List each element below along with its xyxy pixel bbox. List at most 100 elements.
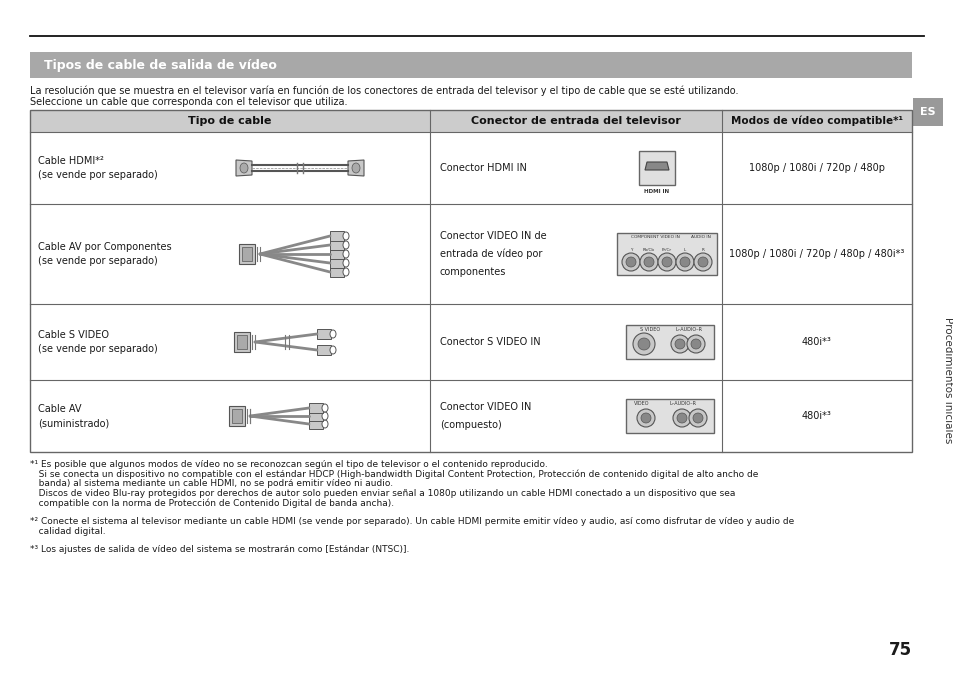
Text: Seleccione un cable que corresponda con el televisor que utiliza.: Seleccione un cable que corresponda con … xyxy=(30,97,347,107)
Bar xyxy=(239,244,254,264)
Bar xyxy=(639,151,675,185)
Text: 480i*³: 480i*³ xyxy=(801,337,831,347)
Text: L–AUDIO–R: L–AUDIO–R xyxy=(676,327,702,332)
Text: Conector VIDEO IN: Conector VIDEO IN xyxy=(439,402,531,412)
Bar xyxy=(330,249,344,259)
Text: Cable AV por Componentes: Cable AV por Componentes xyxy=(38,242,172,252)
Polygon shape xyxy=(644,162,668,170)
Circle shape xyxy=(698,257,707,267)
Text: Conector HDMI IN: Conector HDMI IN xyxy=(439,163,526,173)
Text: AUDIO IN: AUDIO IN xyxy=(690,235,710,239)
Ellipse shape xyxy=(352,163,359,173)
Text: *³ Los ajustes de salida de vídeo del sistema se mostrarán como [Estándar (NTSC): *³ Los ajustes de salida de vídeo del si… xyxy=(30,546,409,555)
Text: Conector de entrada del televisor: Conector de entrada del televisor xyxy=(471,116,680,126)
Text: Pr/Cr: Pr/Cr xyxy=(661,248,671,252)
Bar xyxy=(330,240,344,250)
Text: componentes: componentes xyxy=(439,267,506,277)
Circle shape xyxy=(676,253,693,271)
Bar xyxy=(316,329,331,339)
Text: 1080p / 1080i / 720p / 480p: 1080p / 1080i / 720p / 480p xyxy=(748,163,884,173)
Text: Si se conecta un dispositivo no compatible con el estándar HDCP (High-bandwidth : Si se conecta un dispositivo no compatib… xyxy=(30,470,758,479)
Ellipse shape xyxy=(322,420,328,428)
Text: 75: 75 xyxy=(888,641,911,659)
Bar xyxy=(30,110,911,452)
Circle shape xyxy=(693,253,711,271)
Text: Tipos de cable de salida de vídeo: Tipos de cable de salida de vídeo xyxy=(44,59,276,71)
Ellipse shape xyxy=(343,268,349,276)
Bar xyxy=(30,52,911,78)
Text: HDMI IN: HDMI IN xyxy=(644,189,669,194)
Circle shape xyxy=(679,257,689,267)
Bar xyxy=(236,335,247,349)
Text: Conector S VIDEO IN: Conector S VIDEO IN xyxy=(439,337,540,347)
Text: Conector VIDEO IN de: Conector VIDEO IN de xyxy=(439,231,546,241)
Ellipse shape xyxy=(330,330,335,338)
Bar xyxy=(316,345,331,355)
Text: Tipo de cable: Tipo de cable xyxy=(188,116,272,126)
Text: Cable S VIDEO: Cable S VIDEO xyxy=(38,330,109,340)
Circle shape xyxy=(672,409,690,427)
Circle shape xyxy=(621,253,639,271)
Text: Y: Y xyxy=(629,248,632,252)
Text: calidad digital.: calidad digital. xyxy=(30,526,106,536)
Bar xyxy=(330,258,344,268)
Ellipse shape xyxy=(343,259,349,267)
Polygon shape xyxy=(348,160,364,176)
Bar xyxy=(242,247,252,261)
Text: 480i*³: 480i*³ xyxy=(801,411,831,421)
Bar xyxy=(617,233,717,275)
Text: 1080p / 1080i / 720p / 480p / 480i*³: 1080p / 1080i / 720p / 480p / 480i*³ xyxy=(728,249,903,259)
Circle shape xyxy=(677,413,686,423)
Circle shape xyxy=(692,413,702,423)
Circle shape xyxy=(690,339,700,349)
Circle shape xyxy=(688,409,706,427)
Bar xyxy=(30,110,911,132)
Bar xyxy=(232,409,242,423)
Text: (compuesto): (compuesto) xyxy=(439,420,501,430)
Ellipse shape xyxy=(343,250,349,258)
Bar xyxy=(330,267,344,277)
Circle shape xyxy=(633,333,655,355)
Circle shape xyxy=(625,257,636,267)
Bar xyxy=(309,411,323,421)
Text: Modos de vídeo compatible*¹: Modos de vídeo compatible*¹ xyxy=(730,116,902,127)
Text: ES: ES xyxy=(920,107,935,117)
Ellipse shape xyxy=(343,241,349,249)
Text: banda) al sistema mediante un cable HDMI, no se podrá emitir vídeo ni audio.: banda) al sistema mediante un cable HDMI… xyxy=(30,479,393,488)
Circle shape xyxy=(670,335,688,353)
Text: Pb/Cb: Pb/Cb xyxy=(642,248,655,252)
Text: L–AUDIO–R: L–AUDIO–R xyxy=(669,401,697,406)
Bar xyxy=(309,419,323,429)
Ellipse shape xyxy=(322,412,328,420)
Ellipse shape xyxy=(322,404,328,412)
Polygon shape xyxy=(235,160,252,176)
Text: (se vende por separado): (se vende por separado) xyxy=(38,256,157,266)
Text: VIDEO: VIDEO xyxy=(634,401,649,406)
Ellipse shape xyxy=(240,163,248,173)
Text: L: L xyxy=(683,248,685,252)
Bar xyxy=(309,403,323,413)
Circle shape xyxy=(638,338,649,350)
Bar xyxy=(912,98,942,126)
Text: *² Conecte el sistema al televisor mediante un cable HDMI (se vende por separado: *² Conecte el sistema al televisor media… xyxy=(30,517,794,526)
Ellipse shape xyxy=(330,346,335,354)
Text: entrada de vídeo por: entrada de vídeo por xyxy=(439,249,542,259)
Text: *¹ Es posible que algunos modos de vídeo no se reconozcan según el tipo de telev: *¹ Es posible que algunos modos de vídeo… xyxy=(30,460,547,469)
Circle shape xyxy=(640,413,650,423)
Bar xyxy=(625,325,713,359)
Text: Procedimientos iniciales: Procedimientos iniciales xyxy=(942,317,952,444)
Bar xyxy=(229,406,245,426)
Text: Discos de video Blu-ray protegidos por derechos de autor solo pueden enviar seña: Discos de video Blu-ray protegidos por d… xyxy=(30,489,735,497)
Bar xyxy=(233,332,250,352)
Circle shape xyxy=(637,409,655,427)
Text: compatible con la norma de Protección de Contenido Digital de banda ancha).: compatible con la norma de Protección de… xyxy=(30,498,394,507)
Text: (se vende por separado): (se vende por separado) xyxy=(38,344,157,354)
Circle shape xyxy=(639,253,658,271)
Circle shape xyxy=(686,335,704,353)
Text: R: R xyxy=(700,248,703,252)
Circle shape xyxy=(675,339,684,349)
Bar xyxy=(625,399,713,433)
Text: COMPONENT VIDEO IN: COMPONENT VIDEO IN xyxy=(630,235,679,239)
Text: (suministrado): (suministrado) xyxy=(38,418,110,428)
Text: Cable AV: Cable AV xyxy=(38,404,81,414)
